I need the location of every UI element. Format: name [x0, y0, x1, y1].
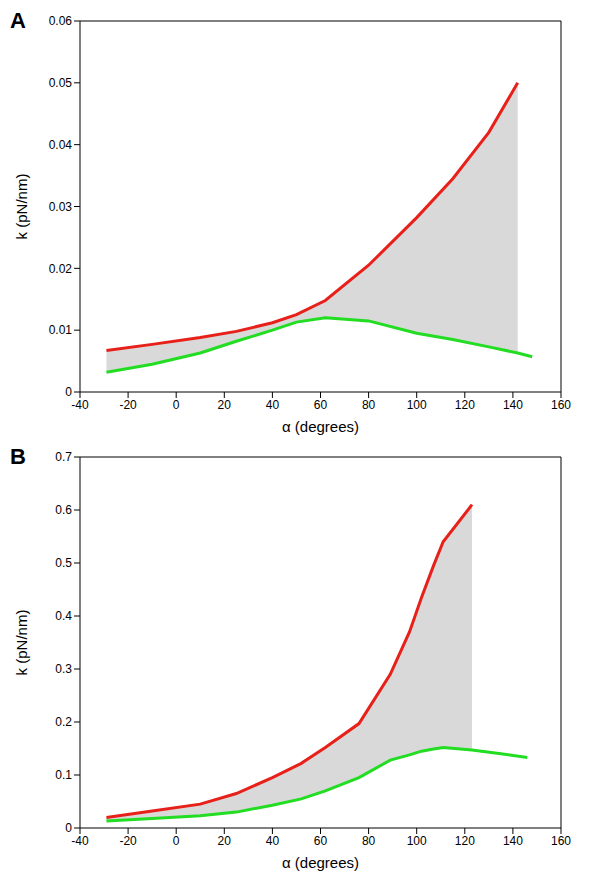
svg-text:0.5: 0.5 — [55, 556, 72, 570]
svg-text:160: 160 — [551, 834, 571, 848]
svg-text:k (pN/nm): k (pN/nm) — [13, 174, 30, 240]
svg-text:120: 120 — [455, 398, 475, 412]
svg-text:0.02: 0.02 — [49, 262, 73, 276]
svg-text:80: 80 — [362, 398, 376, 412]
svg-text:100: 100 — [407, 834, 427, 848]
svg-text:0.3: 0.3 — [55, 662, 72, 676]
svg-text:20: 20 — [218, 834, 232, 848]
svg-text:0: 0 — [65, 821, 72, 835]
svg-text:40: 40 — [266, 834, 280, 848]
svg-text:k (pN/nm): k (pN/nm) — [13, 610, 30, 676]
svg-text:60: 60 — [314, 834, 328, 848]
html-text:B: B — [10, 444, 26, 469]
svg-text:-20: -20 — [119, 398, 137, 412]
svg-text:20: 20 — [218, 398, 232, 412]
svg-text:0.1: 0.1 — [55, 768, 72, 782]
svg-text:-20: -20 — [119, 834, 137, 848]
svg-text:160: 160 — [551, 398, 571, 412]
svg-text:0.05: 0.05 — [49, 76, 73, 90]
svg-text:0.2: 0.2 — [55, 715, 72, 729]
svg-text:40: 40 — [266, 398, 280, 412]
svg-text:100: 100 — [407, 398, 427, 412]
svg-text:0.6: 0.6 — [55, 503, 72, 517]
svg-text:80: 80 — [362, 834, 376, 848]
svg-text:-40: -40 — [71, 834, 89, 848]
svg-text:0.06: 0.06 — [49, 14, 73, 28]
html-text:A: A — [10, 8, 26, 33]
svg-text:0.4: 0.4 — [55, 609, 72, 623]
svg-text:α (degrees): α (degrees) — [282, 854, 359, 871]
svg-text:0: 0 — [173, 834, 180, 848]
svg-text:-40: -40 — [71, 398, 89, 412]
svg-text:140: 140 — [503, 398, 523, 412]
svg-text:α (degrees): α (degrees) — [282, 418, 359, 435]
svg-text:0.01: 0.01 — [49, 323, 73, 337]
svg-text:120: 120 — [455, 834, 475, 848]
svg-text:0.7: 0.7 — [55, 450, 72, 464]
svg-text:0: 0 — [173, 398, 180, 412]
svg-text:0.04: 0.04 — [49, 138, 73, 152]
svg-text:0: 0 — [65, 385, 72, 399]
svg-text:60: 60 — [314, 398, 328, 412]
svg-text:0.03: 0.03 — [49, 200, 73, 214]
svg-text:140: 140 — [503, 834, 523, 848]
